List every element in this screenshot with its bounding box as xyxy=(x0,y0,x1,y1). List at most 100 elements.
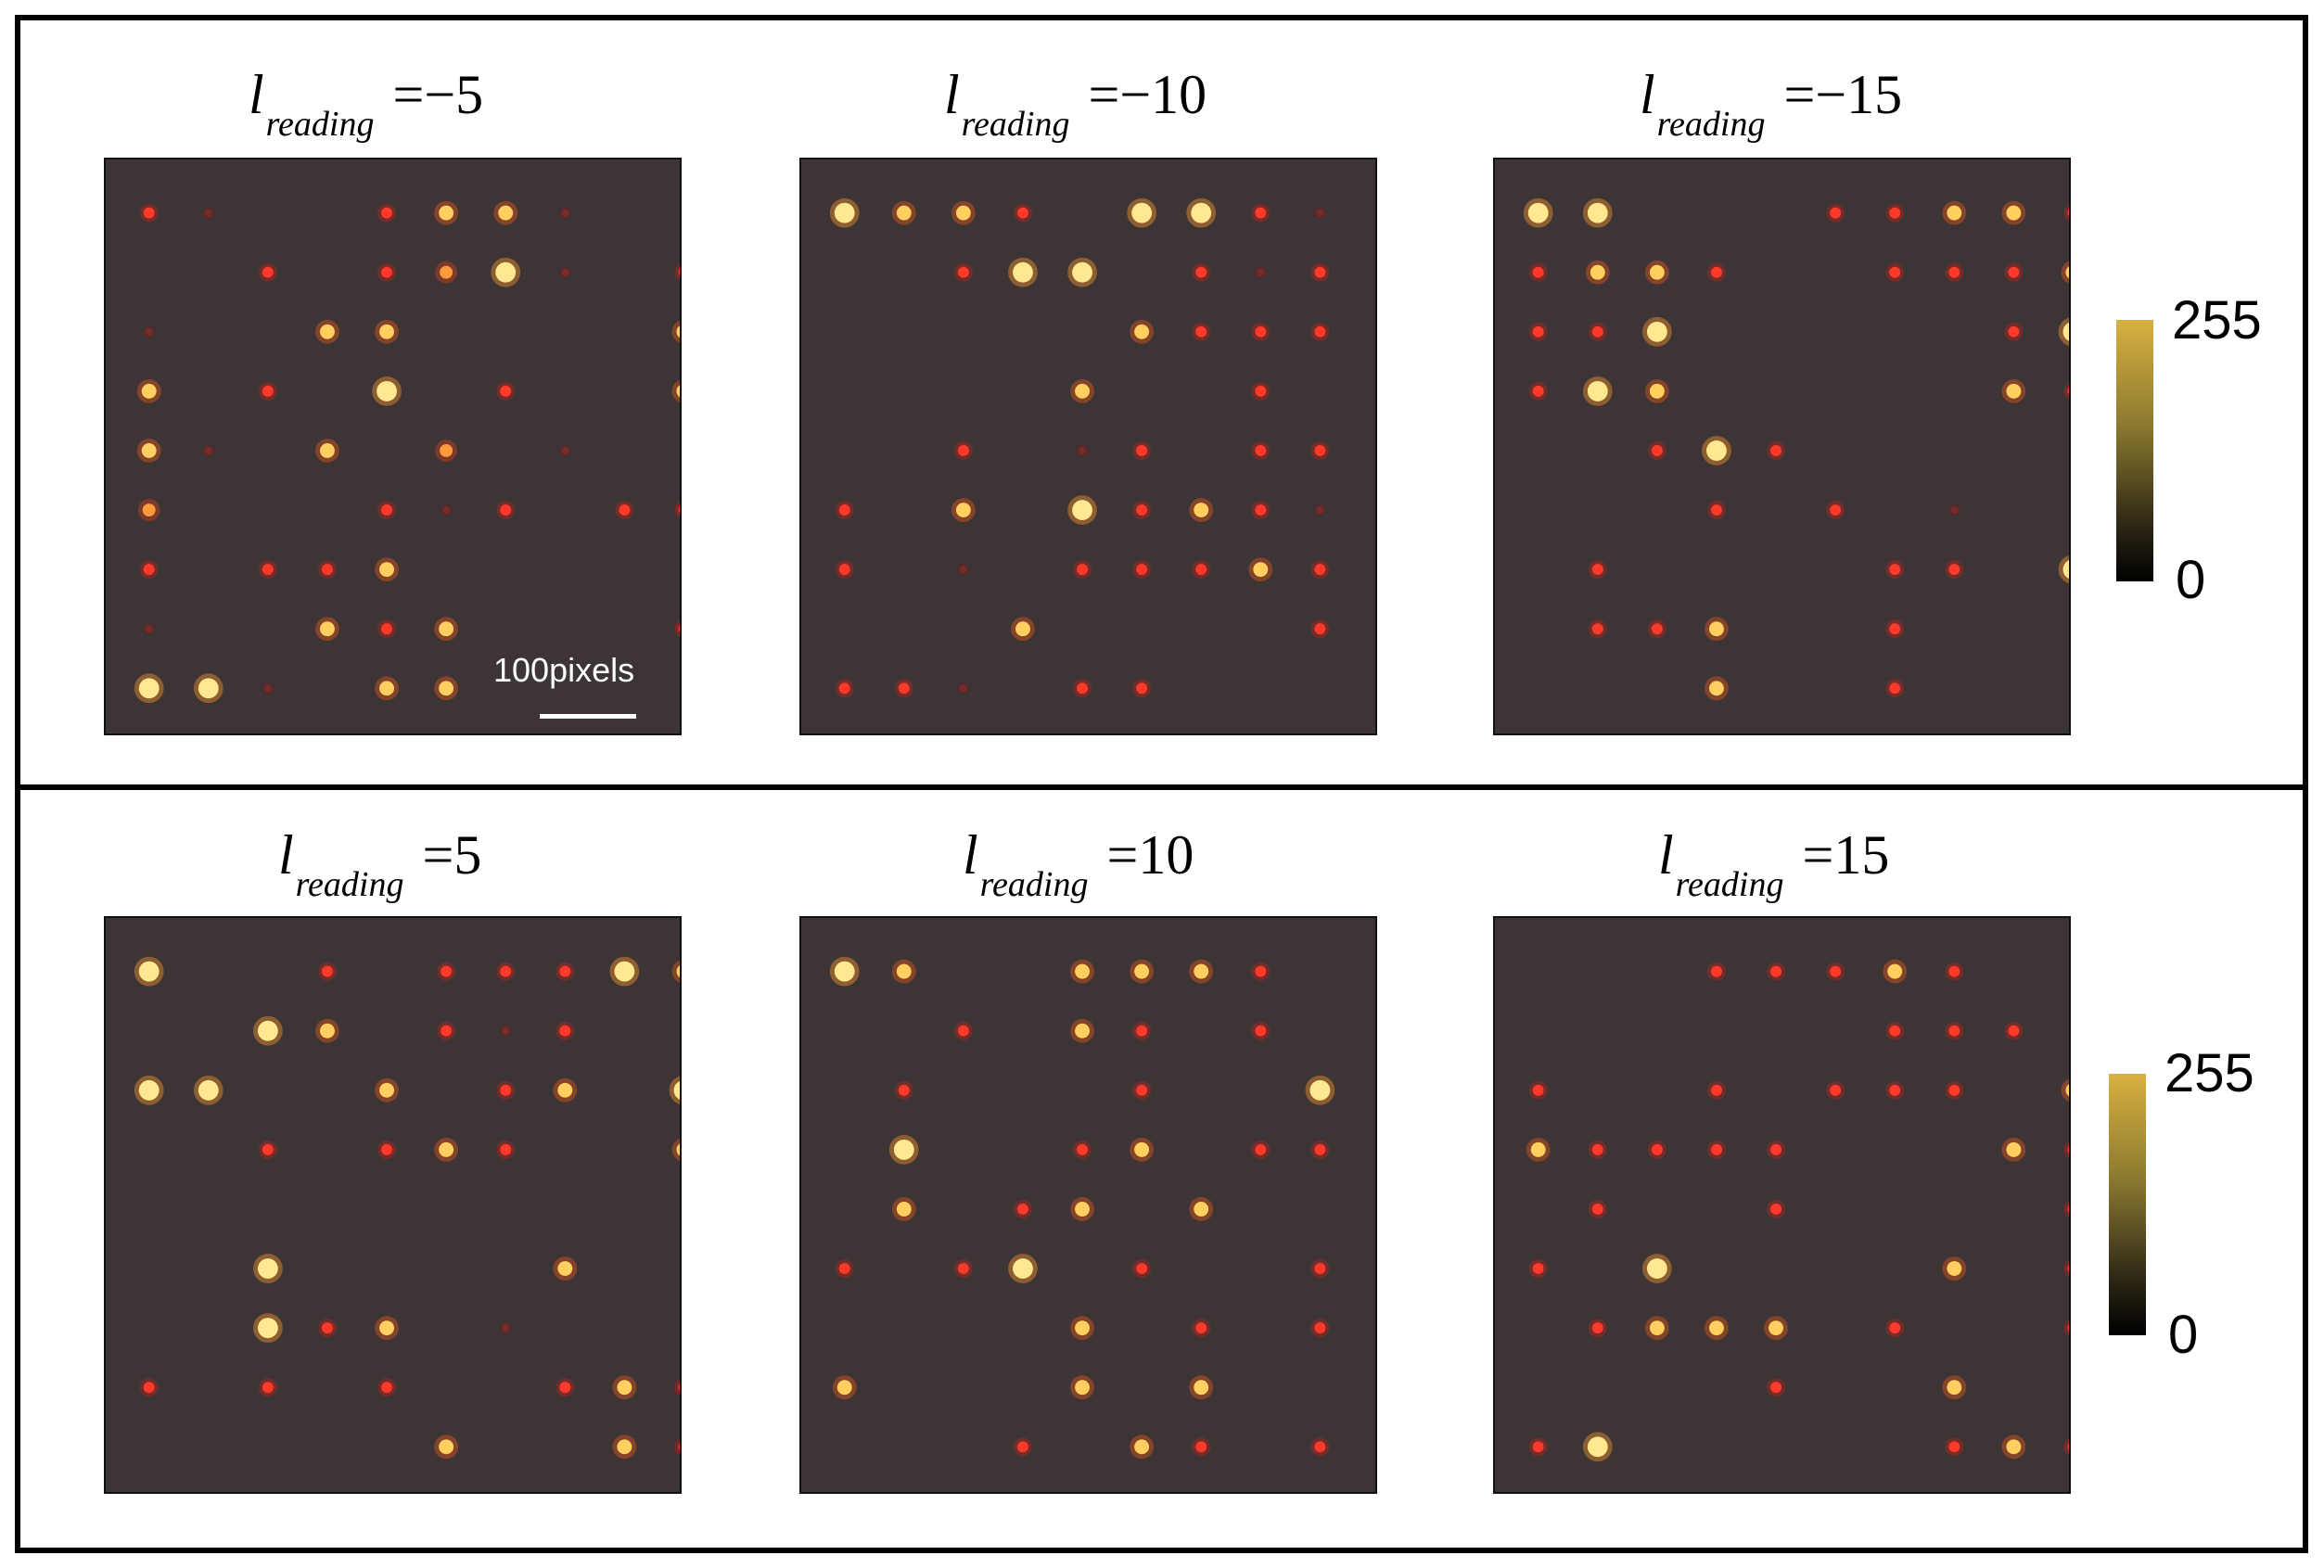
intensity-spot xyxy=(2065,266,2069,279)
intensity-spot xyxy=(2006,205,2022,221)
intensity-spot xyxy=(617,1439,632,1455)
intensity-spot xyxy=(257,1258,278,1279)
intensity-spot xyxy=(1255,207,1267,219)
intensity-spot xyxy=(617,1380,632,1396)
intensity-spot xyxy=(1077,564,1089,576)
intensity-spot xyxy=(262,1143,274,1155)
intensity-spot xyxy=(321,564,333,576)
intensity-spot xyxy=(1136,682,1148,695)
intensity-spot xyxy=(1314,1441,1326,1453)
intensity-spot xyxy=(557,1261,573,1277)
intensity-spot xyxy=(678,1443,680,1451)
intensity-spot xyxy=(957,445,969,456)
intensity-spot xyxy=(379,681,394,696)
intensity-spot xyxy=(141,383,157,399)
intensity-spot xyxy=(896,205,912,221)
intensity-spot xyxy=(1136,445,1148,456)
intensity-spot xyxy=(441,965,453,977)
intensity-spot xyxy=(559,965,571,977)
outer-border xyxy=(15,15,2308,1553)
intensity-spot xyxy=(1194,503,1209,518)
intensity-spot xyxy=(500,1143,512,1155)
intensity-spot xyxy=(2067,1205,2069,1213)
intensity-spot xyxy=(1194,963,1209,979)
panel-title-1: lreading =−5 xyxy=(249,64,484,144)
intensity-spot xyxy=(1706,440,1727,461)
intensity-spot xyxy=(1651,623,1663,635)
intensity-spot xyxy=(1134,1439,1150,1455)
intensity-spot xyxy=(561,209,569,217)
intensity-spot xyxy=(2006,1439,2022,1455)
intensity-spot xyxy=(676,1143,680,1156)
intensity-spot xyxy=(673,1080,680,1100)
intensity-spot xyxy=(381,623,393,635)
spot-layer xyxy=(134,956,680,1460)
intensity-spot xyxy=(379,324,394,339)
intensity-spot xyxy=(1710,1084,1722,1096)
intensity-spot xyxy=(896,1202,912,1217)
intensity-spot xyxy=(955,503,971,518)
intensity-spot xyxy=(1770,1382,1782,1394)
intensity-spot xyxy=(320,324,335,339)
intensity-spot xyxy=(1255,385,1267,397)
intensity-spot xyxy=(1072,500,1092,520)
intensity-spot xyxy=(1889,207,1901,219)
intensity-spot xyxy=(1136,504,1148,516)
intensity-spot xyxy=(320,1023,335,1039)
intensity-spot xyxy=(1134,324,1150,339)
intensity-spot xyxy=(559,1025,571,1037)
intensity-spot xyxy=(439,1439,454,1455)
intensity-spot xyxy=(2062,560,2069,580)
intensity-spot xyxy=(1314,623,1326,635)
intensity-spot xyxy=(1191,202,1212,223)
intensity-spot xyxy=(1075,1380,1090,1396)
spot-glow xyxy=(2063,1260,2069,1277)
intensity-spot xyxy=(1255,1143,1267,1155)
row-divider xyxy=(15,784,2308,790)
intensity-spot xyxy=(676,965,680,978)
spot-layer xyxy=(1526,959,2069,1462)
intensity-spot xyxy=(1314,325,1326,338)
intensity-spot xyxy=(678,506,680,514)
intensity-panel-4 xyxy=(104,916,682,1494)
intensity-spot xyxy=(1194,1380,1209,1396)
spot-glow xyxy=(2063,1141,2069,1158)
intensity-spot xyxy=(198,678,219,699)
intensity-spot xyxy=(1710,965,1722,977)
intensity-spot xyxy=(439,205,454,221)
intensity-spot xyxy=(955,205,971,221)
intensity-panel-2 xyxy=(799,158,1377,735)
spot-glow xyxy=(2063,383,2069,400)
intensity-spot xyxy=(1710,504,1722,516)
intensity-spot xyxy=(2006,1141,2022,1157)
intensity-spot xyxy=(321,1322,333,1334)
intensity-spot xyxy=(143,207,155,219)
intensity-spot xyxy=(1195,1322,1207,1334)
intensity-spot xyxy=(204,446,212,454)
intensity-spot xyxy=(1830,504,1842,516)
intensity-spot xyxy=(379,1320,394,1336)
intensity-spot xyxy=(678,625,680,633)
intensity-spot xyxy=(1527,202,1549,223)
intensity-spot xyxy=(439,681,454,696)
intensity-spot xyxy=(2062,322,2069,341)
panel-title-5: lreading =10 xyxy=(963,824,1194,904)
intensity-spot xyxy=(1770,1204,1782,1215)
intensity-spot xyxy=(1889,1084,1901,1096)
intensity-spot xyxy=(2067,209,2069,217)
intensity-spot xyxy=(377,380,397,402)
intensity-spot xyxy=(1195,266,1207,278)
panel-title-4: lreading =5 xyxy=(278,824,482,904)
intensity-spot xyxy=(561,268,569,276)
intensity-spot xyxy=(502,1324,510,1332)
intensity-spot xyxy=(500,385,512,397)
intensity-spot xyxy=(379,1082,394,1098)
intensity-spot xyxy=(1077,1143,1089,1155)
intensity-spot xyxy=(2067,1145,2069,1154)
intensity-spot xyxy=(1889,564,1901,576)
intensity-spot xyxy=(1015,621,1030,637)
intensity-spot xyxy=(1947,1261,1962,1277)
intensity-spot xyxy=(1591,325,1603,338)
intensity-spot xyxy=(1075,1320,1090,1336)
intensity-spot xyxy=(1587,380,1608,402)
